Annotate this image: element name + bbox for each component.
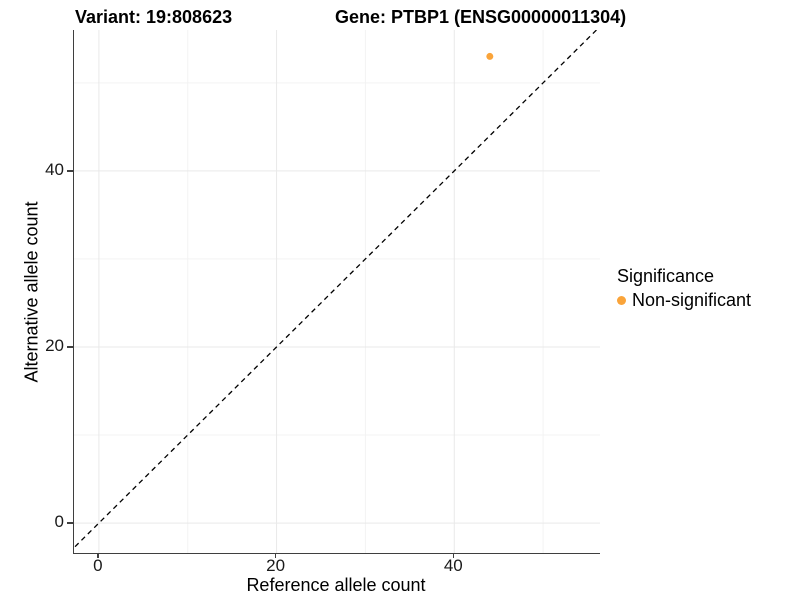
y-tick-mark — [67, 346, 73, 348]
legend-item-non-significant: Non-significant — [617, 290, 751, 311]
gene-title: Gene: PTBP1 (ENSG00000011304) — [335, 7, 627, 27]
legend-item-label: Non-significant — [632, 290, 752, 310]
plot-panel — [73, 30, 600, 554]
variant-title: Variant: 19:808623 — [75, 7, 233, 27]
legend-title: Significance — [617, 266, 715, 286]
x-tick-label: 40 — [443, 556, 463, 575]
plot-canvas — [74, 30, 600, 553]
legend-key-dot-icon — [617, 296, 626, 305]
identity-line — [74, 30, 598, 549]
x-axis-title: Reference allele count — [246, 575, 426, 595]
legend: Significance Non-significant — [617, 266, 751, 311]
data-point — [486, 52, 494, 60]
y-tick-mark — [67, 170, 73, 172]
x-tick-mark — [274, 553, 277, 558]
y-tick-mark — [67, 522, 73, 524]
x-tick-label: 20 — [266, 556, 286, 575]
y-tick-label: 40 — [45, 159, 64, 179]
x-tick-label: 0 — [93, 556, 103, 575]
x-tick-mark — [452, 553, 455, 558]
x-tick-mark — [97, 553, 99, 558]
y-tick-label: 0 — [54, 512, 64, 532]
y-tick-label: 20 — [45, 335, 64, 355]
